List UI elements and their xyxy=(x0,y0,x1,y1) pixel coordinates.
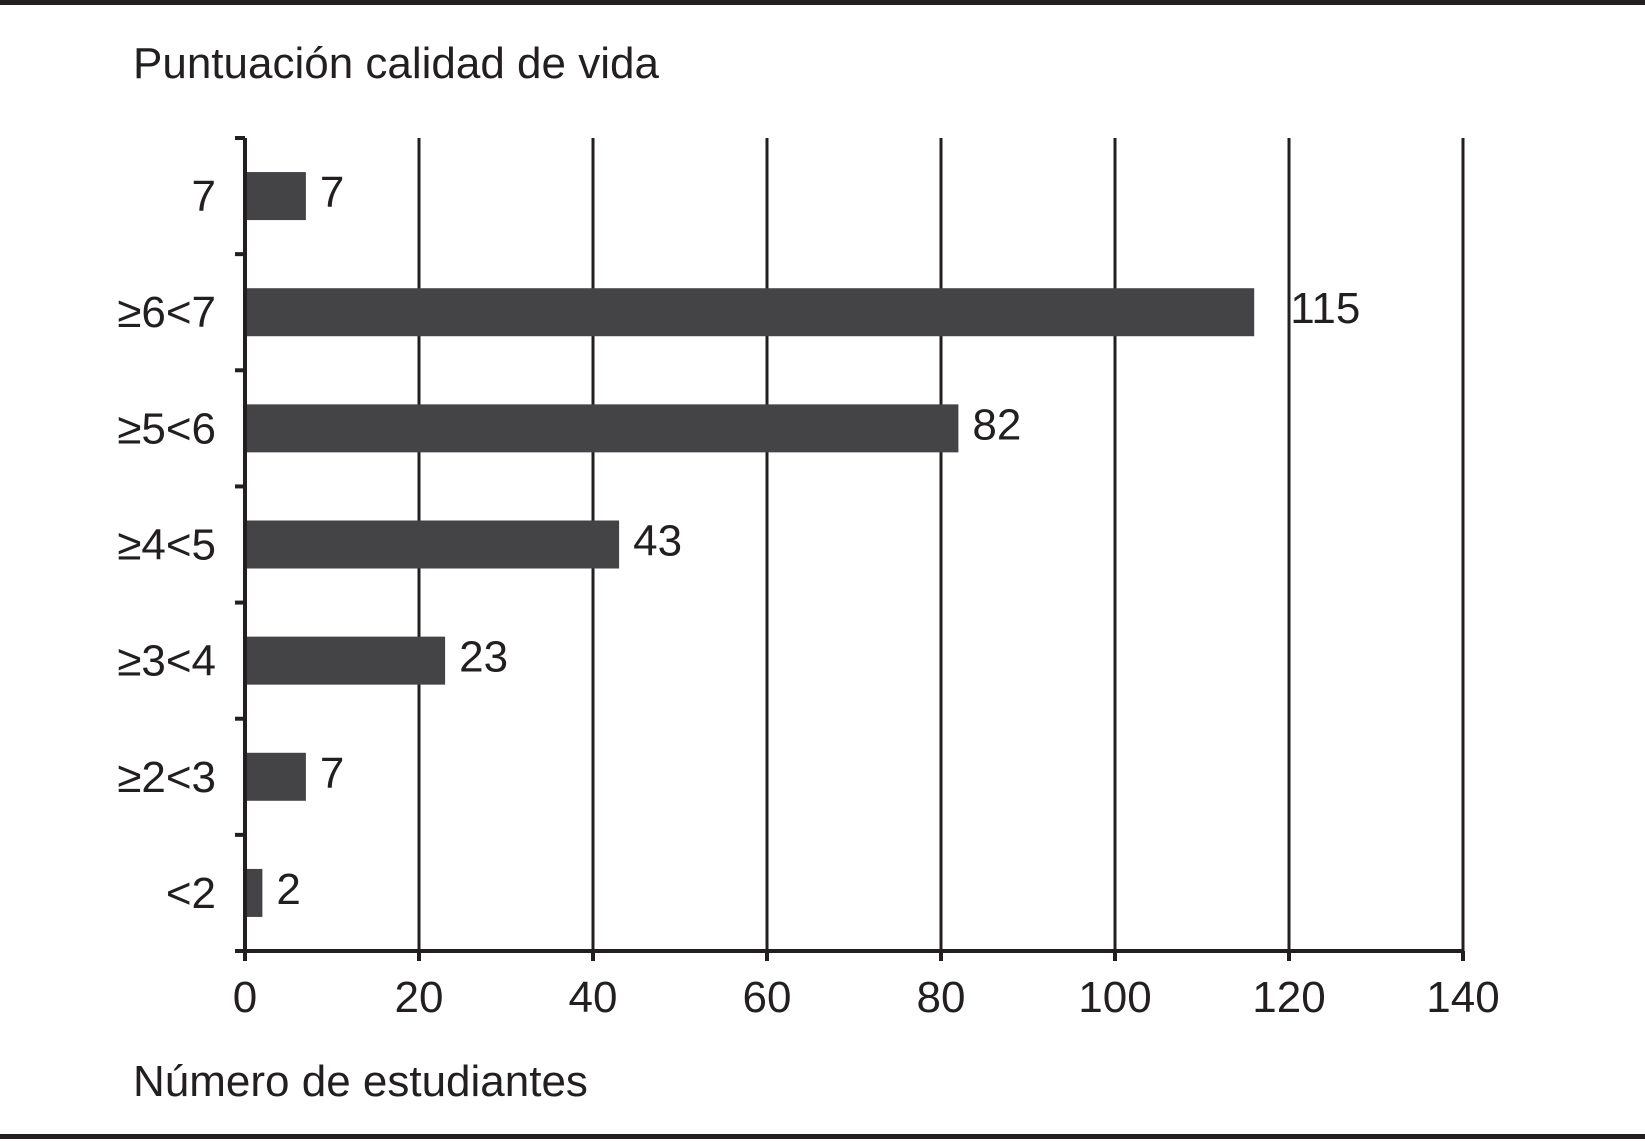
data-label-3: 43 xyxy=(633,517,682,566)
y-tick-labels: 7 ≥6<7 ≥5<6 ≥4<5 ≥3<4 ≥2<3 <2 xyxy=(117,172,216,918)
x-tick-label-140: 140 xyxy=(1426,973,1499,1022)
y-tick-label-0: 7 xyxy=(192,172,216,221)
data-label-5: 7 xyxy=(320,749,344,798)
top-frame-rule xyxy=(0,0,1645,5)
bar-0 xyxy=(245,172,306,221)
y-tick-label-5: ≥2<3 xyxy=(117,753,216,802)
data-label-4: 23 xyxy=(459,633,508,682)
data-label-2: 82 xyxy=(972,400,1021,449)
x-tick-label-60: 60 xyxy=(743,973,792,1022)
bottom-frame-rule xyxy=(0,1134,1645,1139)
bar-6 xyxy=(245,868,263,917)
data-labels: 7 115 82 43 23 7 2 xyxy=(276,168,1360,914)
bar-5 xyxy=(245,752,306,801)
x-tick-labels: 0 20 40 60 80 100 120 140 xyxy=(233,973,1500,1022)
x-tick-label-0: 0 xyxy=(233,973,257,1022)
y-tick-label-3: ≥4<5 xyxy=(117,521,216,570)
grid-lines xyxy=(417,138,1465,951)
axes xyxy=(235,136,1465,961)
y-tick-label-1: ≥6<7 xyxy=(117,288,216,337)
bar-4 xyxy=(245,636,446,685)
x-tick-label-40: 40 xyxy=(569,973,618,1022)
bar-1 xyxy=(245,288,1255,337)
bar-2 xyxy=(245,404,959,453)
x-tick-label-20: 20 xyxy=(395,973,444,1022)
data-label-1: 115 xyxy=(1290,284,1360,333)
data-label-0: 7 xyxy=(320,168,344,217)
bar-3 xyxy=(245,520,620,569)
data-label-6: 2 xyxy=(276,865,300,914)
y-tick-label-4: ≥3<4 xyxy=(117,637,216,686)
x-tick-label-100: 100 xyxy=(1078,973,1151,1022)
x-tick-label-120: 120 xyxy=(1252,973,1325,1022)
y-tick-label-2: ≥5<6 xyxy=(117,404,216,453)
chart-title: Puntuación calidad de vida xyxy=(133,39,659,88)
y-tick-label-6: <2 xyxy=(166,869,216,918)
x-tick-label-80: 80 xyxy=(917,973,966,1022)
bars xyxy=(245,172,1255,917)
x-axis-title: Número de estudiantes xyxy=(133,1057,588,1106)
